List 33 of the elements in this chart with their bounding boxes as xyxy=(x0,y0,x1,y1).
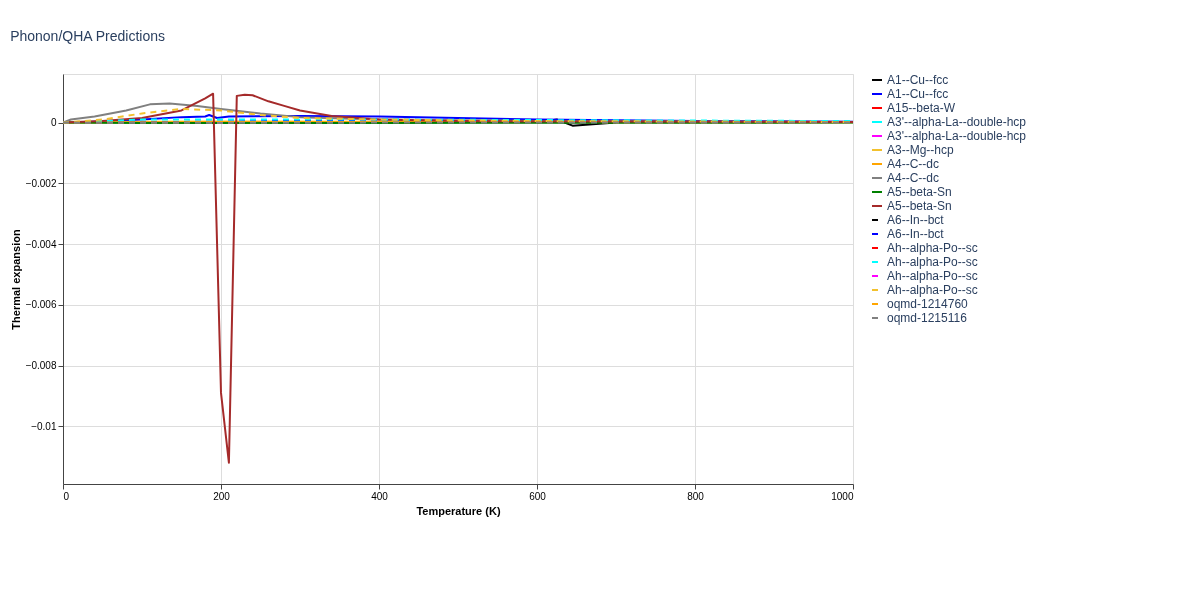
x-tick-label: 0 xyxy=(63,490,70,502)
x-tick-label: 200 xyxy=(213,490,231,502)
legend-label: oqmd-1214760 xyxy=(887,297,969,311)
y-axis-title: Thermal expansion xyxy=(9,229,22,330)
legend-label: A1--Cu--fcc xyxy=(887,73,949,87)
legend-label: Ah--alpha-Po--sc xyxy=(887,283,978,297)
legend-label: A4--C--dc xyxy=(887,171,940,185)
legend-label: Ah--alpha-Po--sc xyxy=(887,255,978,269)
legend-label: A6--In--bct xyxy=(887,227,945,241)
y-tick-label: −0.006 xyxy=(25,299,57,311)
legend-label: A1--Cu--fcc xyxy=(887,87,949,101)
legend-label: oqmd-1215116 xyxy=(887,311,968,325)
x-tick-label: 800 xyxy=(687,490,705,502)
x-tick-label: 400 xyxy=(371,490,389,502)
y-tick-label: −0.002 xyxy=(25,177,57,189)
y-tick-label: 0 xyxy=(50,117,57,129)
legend-label: A3'--alpha-La--double-hcp xyxy=(887,115,1027,129)
legend-label: Ah--alpha-Po--sc xyxy=(887,241,978,255)
x-tick-label: 600 xyxy=(529,490,547,502)
legend-label: A4--C--dc xyxy=(887,157,940,171)
y-tick-label: −0.01 xyxy=(31,420,57,432)
chart-title: Phonon/QHA Predictions xyxy=(10,28,166,44)
y-tick-label: −0.008 xyxy=(25,360,57,372)
legend-label: A3--Mg--hcp xyxy=(887,143,955,157)
legend-label: A3'--alpha-La--double-hcp xyxy=(887,129,1027,143)
legend-label: A6--In--bct xyxy=(887,213,945,227)
legend-label: A5--beta-Sn xyxy=(887,199,952,213)
legend-label: A5--beta-Sn xyxy=(887,185,952,199)
x-axis-title: Temperature (K) xyxy=(416,504,501,517)
legend-label: Ah--alpha-Po--sc xyxy=(887,269,978,283)
legend-label: A15--beta-W xyxy=(887,101,956,115)
x-tick-label: 1000 xyxy=(831,490,854,502)
y-tick-label: −0.004 xyxy=(25,238,57,250)
